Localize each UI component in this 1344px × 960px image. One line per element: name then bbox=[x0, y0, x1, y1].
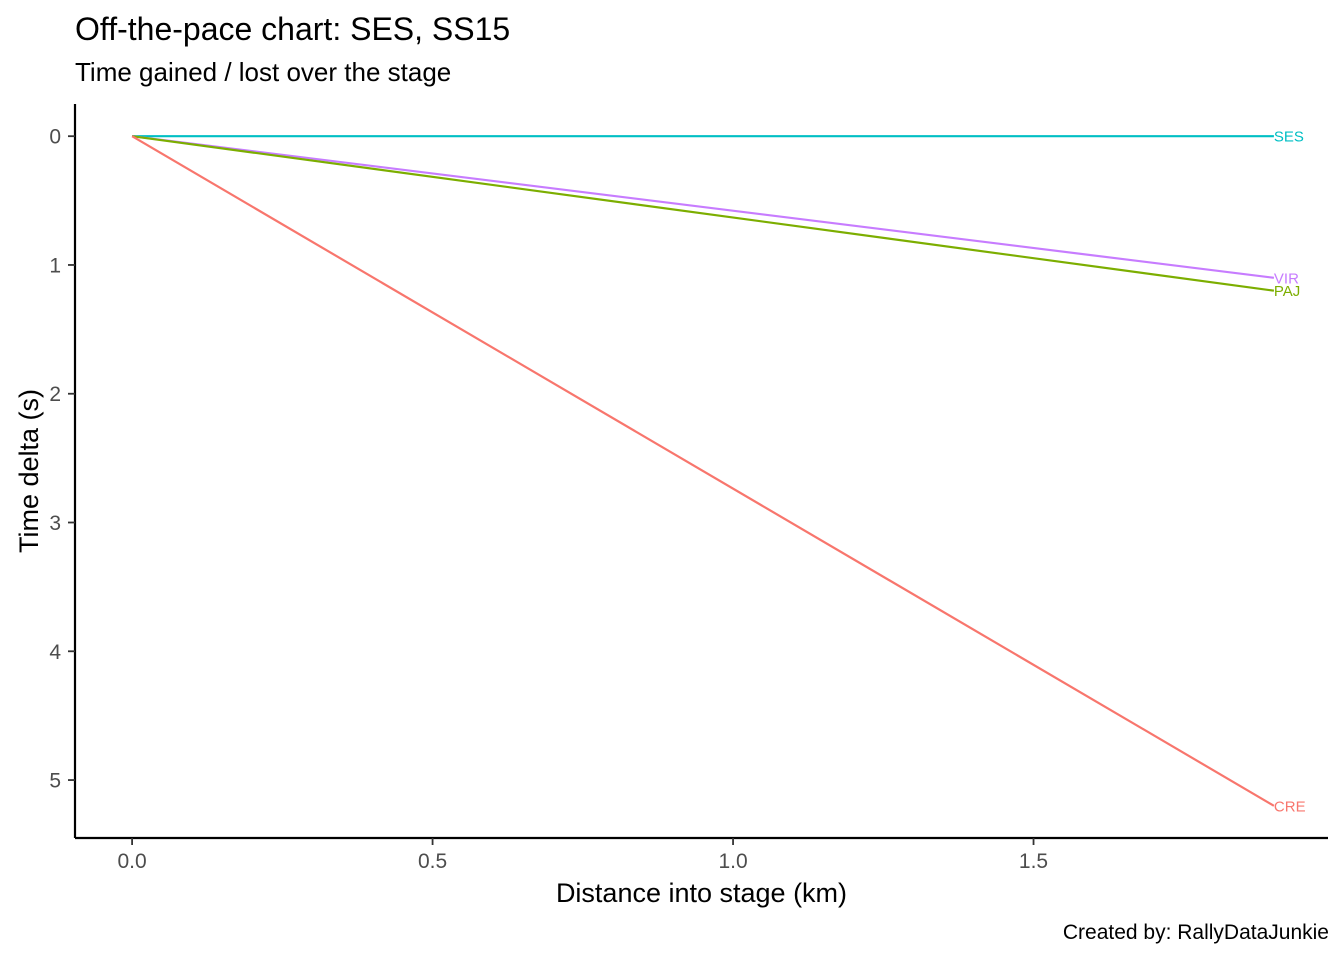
chart-title: Off-the-pace chart: SES, SS15 bbox=[75, 11, 511, 47]
x-tick-label: 1.5 bbox=[1019, 850, 1048, 873]
y-tick-label: 3 bbox=[49, 512, 61, 535]
series-end-label-vir: VIR bbox=[1274, 270, 1299, 287]
x-tick-label: 0.0 bbox=[117, 850, 146, 873]
chart-caption: Created by: RallyDataJunkie bbox=[1062, 921, 1329, 944]
series-line-cre bbox=[131, 135, 1275, 807]
x-axis-title: Distance into stage (km) bbox=[556, 878, 847, 908]
y-axis-ticks: 0 1 2 3 4 5 bbox=[49, 126, 75, 793]
y-tick-label: 2 bbox=[49, 383, 61, 406]
series-line-paj bbox=[131, 135, 1275, 292]
series-line-vir bbox=[131, 135, 1275, 279]
series-layer bbox=[131, 135, 1275, 807]
x-axis-ticks: 0.0 0.5 1.0 1.5 bbox=[117, 838, 1048, 873]
x-tick-label: 1.0 bbox=[718, 850, 747, 873]
series-end-label-paj: PAJ bbox=[1274, 283, 1300, 300]
y-tick-label: 0 bbox=[49, 126, 61, 149]
y-tick-label: 4 bbox=[49, 641, 61, 664]
chart-subtitle: Time gained / lost over the stage bbox=[75, 57, 452, 87]
y-tick-label: 5 bbox=[49, 770, 61, 793]
x-tick-label: 0.5 bbox=[418, 850, 447, 873]
y-axis-title: Time delta (s) bbox=[14, 389, 44, 553]
series-end-label-cre: CRE bbox=[1274, 798, 1306, 815]
series-end-label-ses: SES bbox=[1274, 129, 1304, 146]
y-tick-label: 1 bbox=[49, 254, 61, 277]
